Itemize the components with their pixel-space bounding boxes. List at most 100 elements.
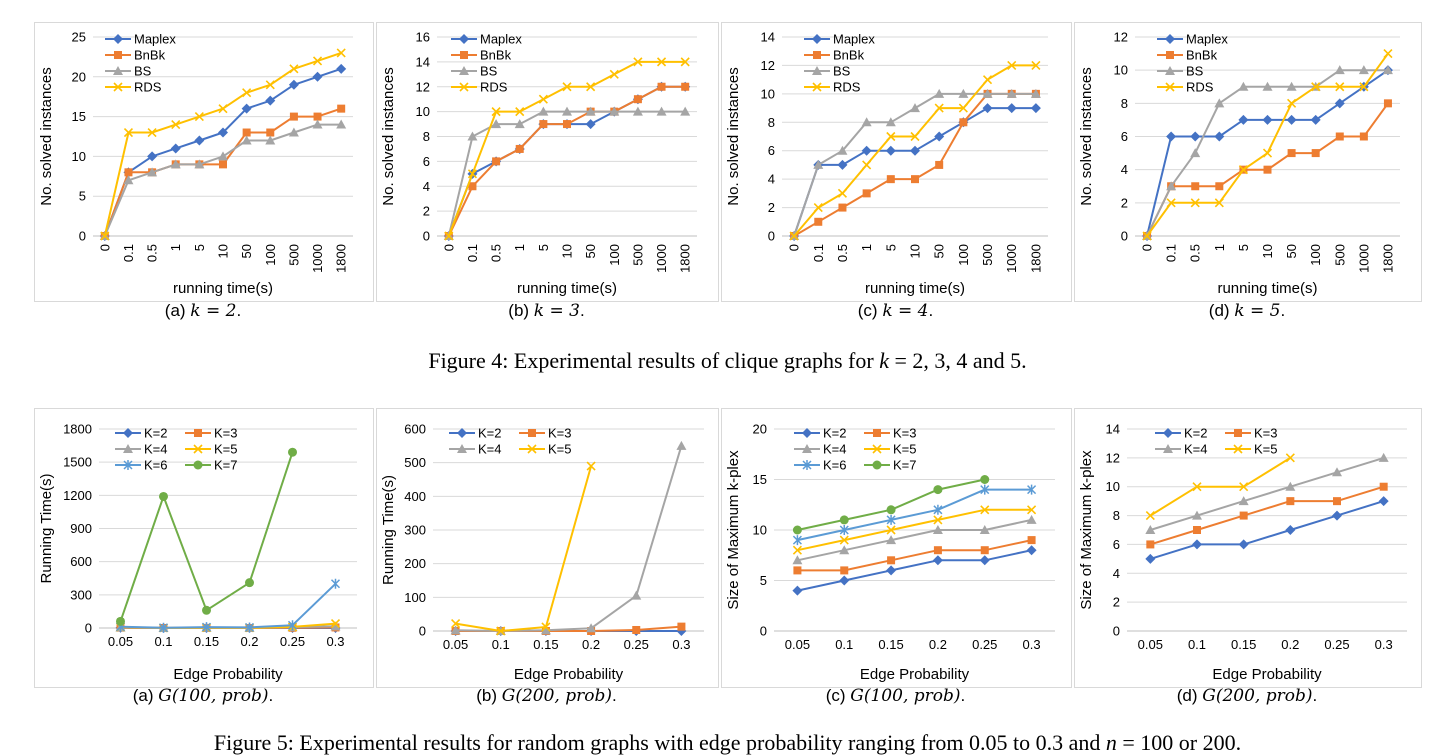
data-point xyxy=(116,617,125,626)
y-tick-label: 5 xyxy=(760,573,767,588)
y-tick-label: 12 xyxy=(416,79,430,94)
subcaption-f4d: (d) k = 5. xyxy=(1074,301,1420,321)
y-tick-label: 0 xyxy=(423,229,430,244)
series-k-5 xyxy=(117,620,340,632)
x-tick-label: 10 xyxy=(560,244,575,258)
legend-label: RDS xyxy=(1186,80,1214,95)
series-k-4 xyxy=(1145,453,1388,534)
y-tick-label: 25 xyxy=(72,30,86,45)
x-tick-label: 0.25 xyxy=(1324,637,1349,652)
legend-marker xyxy=(194,461,203,470)
series-line xyxy=(121,584,336,628)
y-tick-label: 100 xyxy=(404,590,426,605)
series-k-3 xyxy=(793,536,1035,574)
x-tick-label: 1000 xyxy=(1356,244,1371,273)
y-axis-title: Running Time(s) xyxy=(38,473,55,583)
y-tick-label: 6 xyxy=(768,143,775,158)
x-tick-label: 50 xyxy=(583,244,598,258)
data-point xyxy=(171,143,181,153)
series-bs xyxy=(100,120,346,240)
data-point xyxy=(1027,545,1037,555)
data-point xyxy=(887,505,896,514)
series-bnbk xyxy=(101,105,345,240)
gridlines xyxy=(437,37,697,236)
data-point xyxy=(1193,526,1201,534)
legend-marker xyxy=(873,461,882,470)
x-tick-label: 0.15 xyxy=(878,637,903,652)
y-tick-label: 12 xyxy=(1106,450,1120,465)
x-axis-title: running time(s) xyxy=(517,280,617,297)
x-tick-label: 1000 xyxy=(654,244,669,273)
series-line xyxy=(794,108,1036,236)
legend-label: Maplex xyxy=(480,32,522,47)
x-axis-title: running time(s) xyxy=(865,280,965,297)
x-tick-label: 50 xyxy=(932,244,947,258)
data-point xyxy=(1285,525,1295,535)
y-tick-label: 2 xyxy=(1113,595,1120,610)
data-point xyxy=(634,95,642,103)
x-tick-label: 0.05 xyxy=(108,634,133,649)
y-axis-title: No. solved instances xyxy=(725,67,742,205)
data-point xyxy=(313,72,323,82)
x-tick-label: 50 xyxy=(1284,244,1299,258)
data-point xyxy=(1332,511,1342,521)
legend-label: K=3 xyxy=(893,426,917,441)
legend-label: BnBk xyxy=(1186,48,1218,63)
series-k-7 xyxy=(793,475,989,535)
data-point xyxy=(910,103,920,112)
x-axis-title: Edge Probability xyxy=(173,666,283,683)
x-tick-label: 1000 xyxy=(310,244,325,273)
x-tick-label: 1000 xyxy=(1004,244,1019,273)
y-tick-label: 10 xyxy=(72,149,86,164)
data-point xyxy=(1146,540,1154,548)
x-tick-label: 0.05 xyxy=(1138,637,1163,652)
legend-label: K=3 xyxy=(214,426,238,441)
x-tick-label: 0.3 xyxy=(326,634,344,649)
legend-label: K=7 xyxy=(214,458,238,473)
y-tick-label: 2 xyxy=(768,200,775,215)
series-k-2 xyxy=(1145,496,1388,564)
legend-label: K=2 xyxy=(478,426,502,441)
x-tick-label: 0.1 xyxy=(121,244,136,262)
x-tick-label: 5 xyxy=(536,244,551,251)
y-tick-label: 2 xyxy=(1121,195,1128,210)
data-point xyxy=(793,566,801,574)
x-tick-label: 0.3 xyxy=(1023,637,1041,652)
data-point xyxy=(1007,103,1017,113)
x-tick-label: 0.2 xyxy=(582,637,600,652)
legend-label: K=2 xyxy=(1184,426,1208,441)
legend-label: BnBk xyxy=(480,48,512,63)
data-point xyxy=(862,146,872,156)
y-tick-label: 6 xyxy=(1113,537,1120,552)
data-point xyxy=(219,160,227,168)
x-tick-label: 0.05 xyxy=(785,637,810,652)
data-point xyxy=(1286,497,1294,505)
data-point xyxy=(792,586,802,596)
data-point xyxy=(202,606,211,615)
y-tick-label: 1500 xyxy=(63,455,92,470)
subcaption-f5c: (c) G(100, prob). xyxy=(721,686,1070,706)
x-tick-label: 10 xyxy=(216,244,231,258)
legend-label: Maplex xyxy=(134,32,176,47)
y-tick-label: 4 xyxy=(1113,566,1120,581)
data-point xyxy=(314,113,322,121)
x-tick-label: 0.5 xyxy=(489,244,504,262)
x-tick-label: 10 xyxy=(1260,244,1275,258)
data-point xyxy=(492,157,500,165)
x-tick-label: 100 xyxy=(956,244,971,266)
data-point xyxy=(1288,149,1296,157)
y-tick-label: 2 xyxy=(423,204,430,219)
data-point xyxy=(886,146,896,156)
data-point xyxy=(1287,115,1297,125)
x-tick-label: 1 xyxy=(859,244,874,251)
y-tick-label: 200 xyxy=(404,556,426,571)
legend-label: RDS xyxy=(134,80,162,95)
x-tick-label: 5 xyxy=(883,244,898,251)
